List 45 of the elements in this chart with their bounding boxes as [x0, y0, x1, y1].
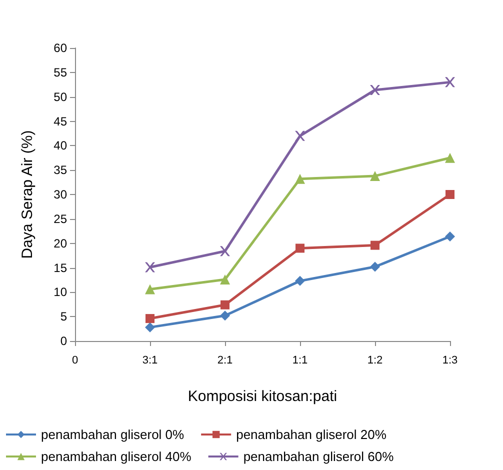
point	[370, 170, 380, 181]
point	[370, 240, 380, 250]
y-tick-label: 30	[54, 188, 68, 202]
y-tick-label: 60	[54, 41, 68, 55]
legend-label: penambahan gliserol 60%	[243, 449, 394, 464]
x-tick-label: 2:1	[217, 354, 233, 366]
y-tick-label: 15	[54, 260, 68, 275]
legend-label: penambahan gliserol 20%	[236, 427, 387, 442]
point	[145, 322, 155, 332]
y-tick-label: 35	[54, 163, 68, 178]
point	[370, 262, 380, 272]
y-tick-label: 0	[60, 334, 68, 348]
point	[445, 152, 455, 163]
point	[220, 310, 230, 321]
point	[295, 130, 305, 141]
y-tick-label: 10	[54, 285, 68, 300]
y-tick-label: 20	[54, 236, 68, 250]
point	[446, 190, 454, 199]
x-tick-label: 3:1	[142, 354, 158, 366]
point	[145, 262, 155, 272]
point	[220, 300, 230, 310]
y-tick-label: 55	[54, 65, 68, 80]
point	[295, 276, 305, 286]
y-tick-label: 45	[54, 114, 68, 128]
x-tick-label: 1:1	[292, 354, 308, 366]
legend-label: penambahan gliserol 40%	[41, 449, 192, 464]
point	[220, 274, 230, 284]
point	[295, 174, 305, 184]
y-tick-label: 25	[54, 212, 68, 226]
point	[296, 244, 304, 253]
point	[220, 246, 230, 256]
y-tick-label: 5	[60, 310, 68, 324]
point	[145, 284, 155, 294]
x-tick-label: 1:2	[367, 354, 383, 366]
legend-label: penambahan gliserol 0%	[41, 427, 185, 442]
point	[146, 314, 154, 324]
x-tick-label: 1:3	[442, 354, 458, 366]
point	[445, 77, 455, 88]
point	[370, 84, 380, 95]
x-tick-label: 0	[72, 354, 78, 366]
y-axis-title: Daya Serap Air (%)	[19, 130, 36, 259]
point	[445, 231, 455, 242]
y-tick-label: 40	[54, 138, 68, 153]
y-tick-label: 50	[54, 90, 68, 104]
x-axis-title: Komposisi kitosan:pati	[188, 388, 338, 405]
